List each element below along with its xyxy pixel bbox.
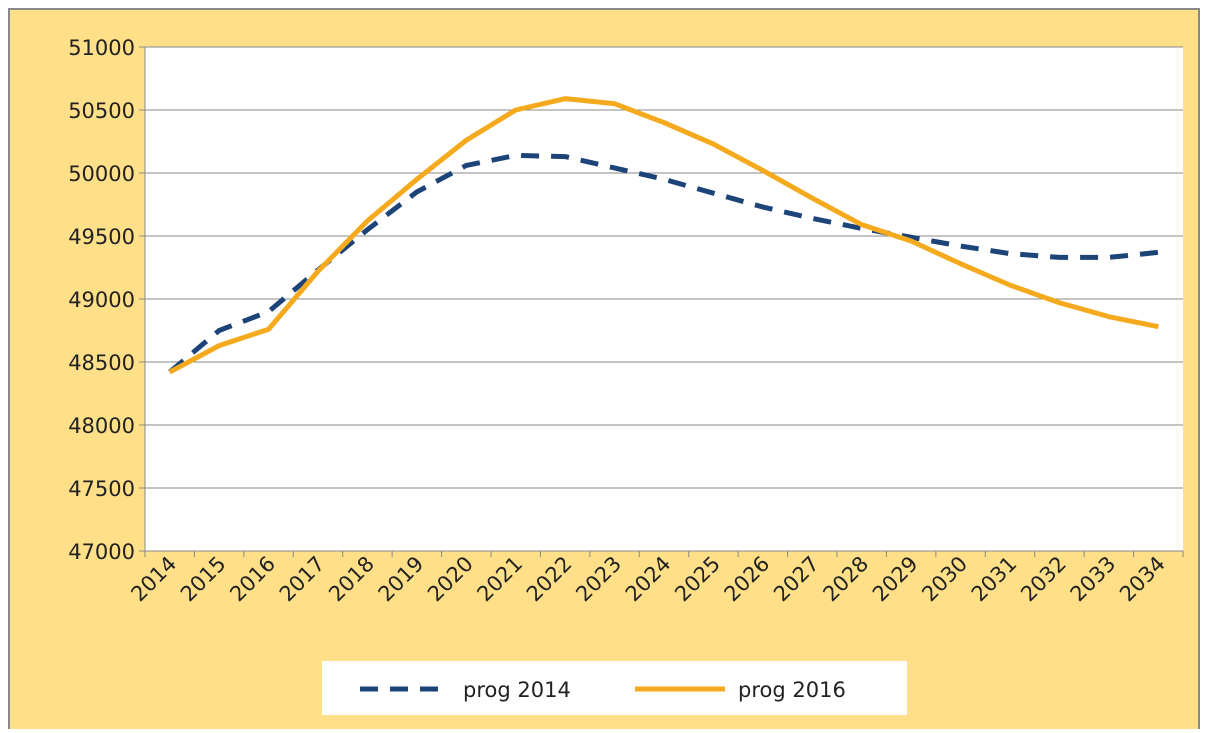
y-tick-label: 49500	[68, 225, 135, 249]
y-tick-label: 50000	[68, 162, 135, 186]
legend-label: prog 2014	[463, 678, 571, 702]
y-tick-label: 50500	[68, 99, 135, 123]
y-tick-label: 49000	[68, 288, 135, 312]
series-line	[168, 96, 1159, 375]
y-tick-label: 47500	[68, 477, 135, 501]
series-line	[168, 152, 1159, 374]
legend-label: prog 2016	[738, 678, 846, 702]
y-tick-label: 47000	[68, 540, 135, 564]
legend-box	[322, 661, 907, 715]
y-tick-label: 48500	[68, 351, 135, 375]
y-tick-label: 51000	[68, 36, 135, 60]
y-tick-label: 48000	[68, 414, 135, 438]
